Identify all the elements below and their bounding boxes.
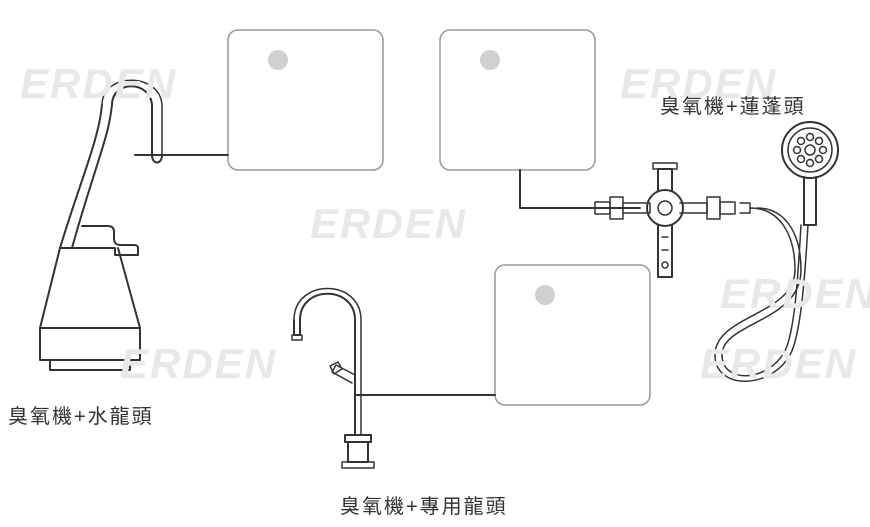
- kitchen_faucet-part: [112, 86, 152, 155]
- shower_mixer-part: [658, 201, 672, 215]
- kitchen_faucet-part: [50, 360, 130, 370]
- shower_mixer-part: [647, 190, 683, 226]
- kitchen_faucet-part: [40, 328, 140, 360]
- dedicated_faucet-part: [300, 294, 355, 435]
- kitchen_faucet-part: [60, 226, 138, 255]
- shower_mixer-part: [662, 237, 668, 250]
- kitchen_faucet-part: [152, 155, 162, 163]
- kitchen_faucet: [40, 80, 162, 370]
- shower_hose: [715, 208, 808, 381]
- dedicated_faucet-part: [332, 365, 355, 383]
- connection-line: [520, 170, 640, 208]
- shower_mixer-part: [680, 203, 707, 213]
- label-shower: 臭氧機+蓮蓬頭: [660, 90, 806, 119]
- ozone-box: [495, 265, 650, 405]
- dedicated_faucet-part: [345, 435, 371, 442]
- box-indicator-dot: [535, 285, 555, 305]
- shower_mixer-part: [658, 169, 672, 191]
- shower_mixer-part: [720, 202, 735, 214]
- shower_mixer-part: [662, 262, 668, 268]
- shower_head-part: [805, 145, 815, 155]
- shower_head: [782, 122, 838, 225]
- dedicated_faucet-part: [292, 335, 302, 340]
- shower_hose-part: [722, 208, 801, 376]
- shower_head-part: [798, 156, 805, 163]
- diagram-canvas: [0, 0, 870, 527]
- shower_head-part: [804, 177, 816, 225]
- label-faucet: 臭氧機+水龍頭: [8, 400, 154, 429]
- dedicated_faucet-part: [294, 289, 361, 436]
- dedicated_faucet-part: [348, 442, 368, 462]
- box-indicator-dot: [480, 50, 500, 70]
- shower_head-part: [782, 122, 838, 178]
- shower_head-part: [788, 128, 832, 172]
- shower_head-part: [807, 160, 814, 167]
- dedicated_faucet-part: [294, 320, 300, 335]
- shower_head-part: [807, 134, 814, 141]
- dedicated_faucet: [292, 289, 374, 469]
- shower_head-part: [816, 156, 823, 163]
- shower_head-part: [820, 147, 827, 154]
- ozone-box: [440, 30, 595, 170]
- shower_mixer-part: [707, 197, 720, 219]
- box-indicator-dot: [268, 50, 288, 70]
- shower_mixer-part: [740, 203, 750, 213]
- kitchen_faucet-part: [40, 248, 140, 328]
- label-dedicated: 臭氧機+專用龍頭: [340, 490, 508, 519]
- shower_mixer: [595, 163, 750, 277]
- ozone-box: [228, 30, 383, 170]
- shower_head-part: [798, 138, 805, 145]
- shower_head-part: [816, 138, 823, 145]
- shower_head-part: [794, 147, 801, 154]
- shower_mixer-part: [658, 225, 672, 277]
